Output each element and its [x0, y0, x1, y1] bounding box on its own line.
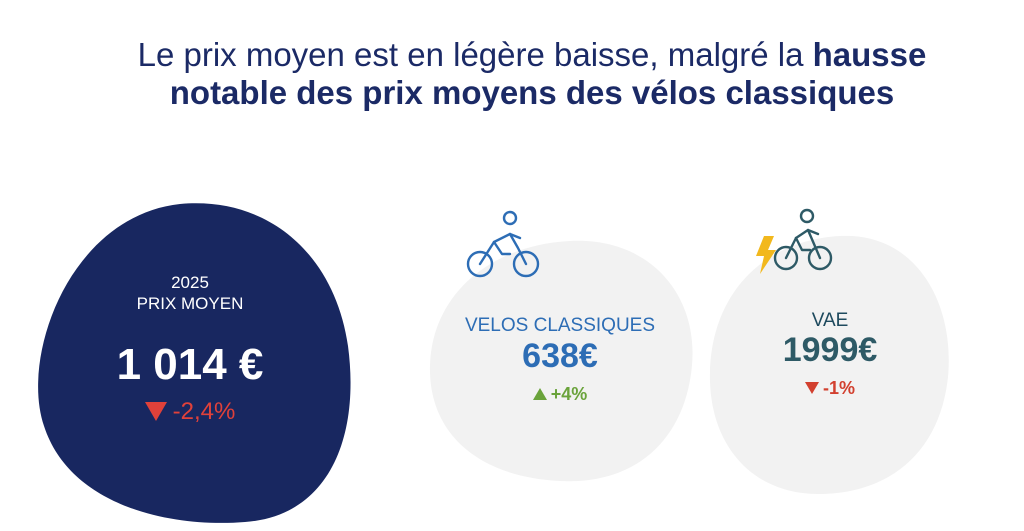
up-arrow-icon	[532, 388, 547, 400]
summary-delta: -2,4%	[120, 398, 260, 426]
vae-value: 1999€	[782, 331, 878, 369]
down-arrow-icon	[144, 402, 167, 421]
cyclist-icon	[466, 210, 540, 278]
vae-label: VAE	[811, 310, 849, 331]
vae-delta-text: -1%	[822, 378, 855, 398]
electric-bike-icon	[756, 208, 833, 274]
classic-delta: +4%	[500, 384, 620, 405]
title-bold-1: hausse	[812, 36, 927, 73]
summary-heading: 2025 PRIX MOYEN	[90, 272, 290, 314]
down-arrow-icon	[804, 382, 819, 394]
summary-value: 1 014 €	[116, 340, 264, 389]
classic-delta-text: +4%	[550, 384, 588, 404]
title-text: Le prix moyen est en légère baisse, malg…	[137, 36, 813, 73]
page-title: Le prix moyen est en légère baisse, malg…	[60, 36, 1004, 112]
vae-blob	[709, 235, 949, 494]
classic-label: VELOS CLASSIQUES	[464, 315, 656, 336]
summary-label: PRIX MOYEN	[136, 294, 244, 313]
vae-delta: -1%	[770, 378, 890, 399]
classic-blob	[429, 240, 693, 482]
title-bold-2: notable des prix moyens des vélos classi…	[169, 74, 895, 111]
summary-delta-text: -2,4%	[172, 398, 236, 425]
summary-year: 2025	[171, 273, 209, 292]
summary-blob	[38, 203, 351, 523]
classic-value: 638€	[522, 337, 598, 375]
